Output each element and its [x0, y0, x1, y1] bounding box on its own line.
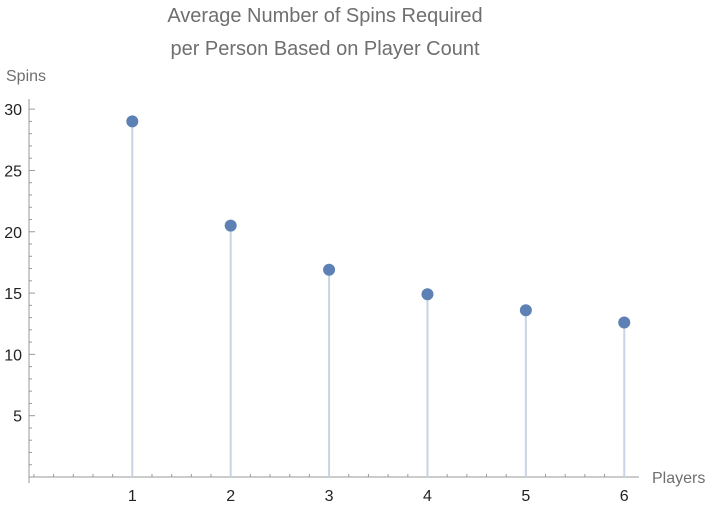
x-tick-label: 3 — [325, 488, 334, 505]
data-point — [323, 263, 336, 276]
y-axis-title: Spins — [6, 68, 46, 85]
x-axis-title: Players — [652, 470, 705, 487]
y-tick-label: 10 — [4, 347, 22, 364]
y-tick-label: 5 — [13, 409, 22, 426]
x-tick-label: 6 — [620, 488, 629, 505]
x-tick-label: 2 — [226, 488, 235, 505]
plot-area: 1 2 3 4 5 6 5 10 15 20 25 30 — [4, 99, 639, 505]
data-point — [421, 288, 434, 301]
data-point — [126, 115, 139, 128]
x-tick-label: 5 — [521, 488, 530, 505]
y-tick-label: 15 — [4, 286, 22, 303]
data-point — [224, 219, 237, 232]
y-tick-label: 30 — [4, 102, 22, 119]
data-point — [519, 304, 532, 317]
y-tick-label: 25 — [4, 163, 22, 180]
y-tick-label: 20 — [4, 225, 22, 242]
data-point — [618, 316, 631, 329]
x-tick-label: 1 — [128, 488, 137, 505]
chart-title-line-2: per Person Based on Player Count — [170, 38, 480, 60]
chart-title-line-1: Average Number of Spins Required — [167, 5, 482, 27]
x-tick-label: 4 — [423, 488, 432, 505]
